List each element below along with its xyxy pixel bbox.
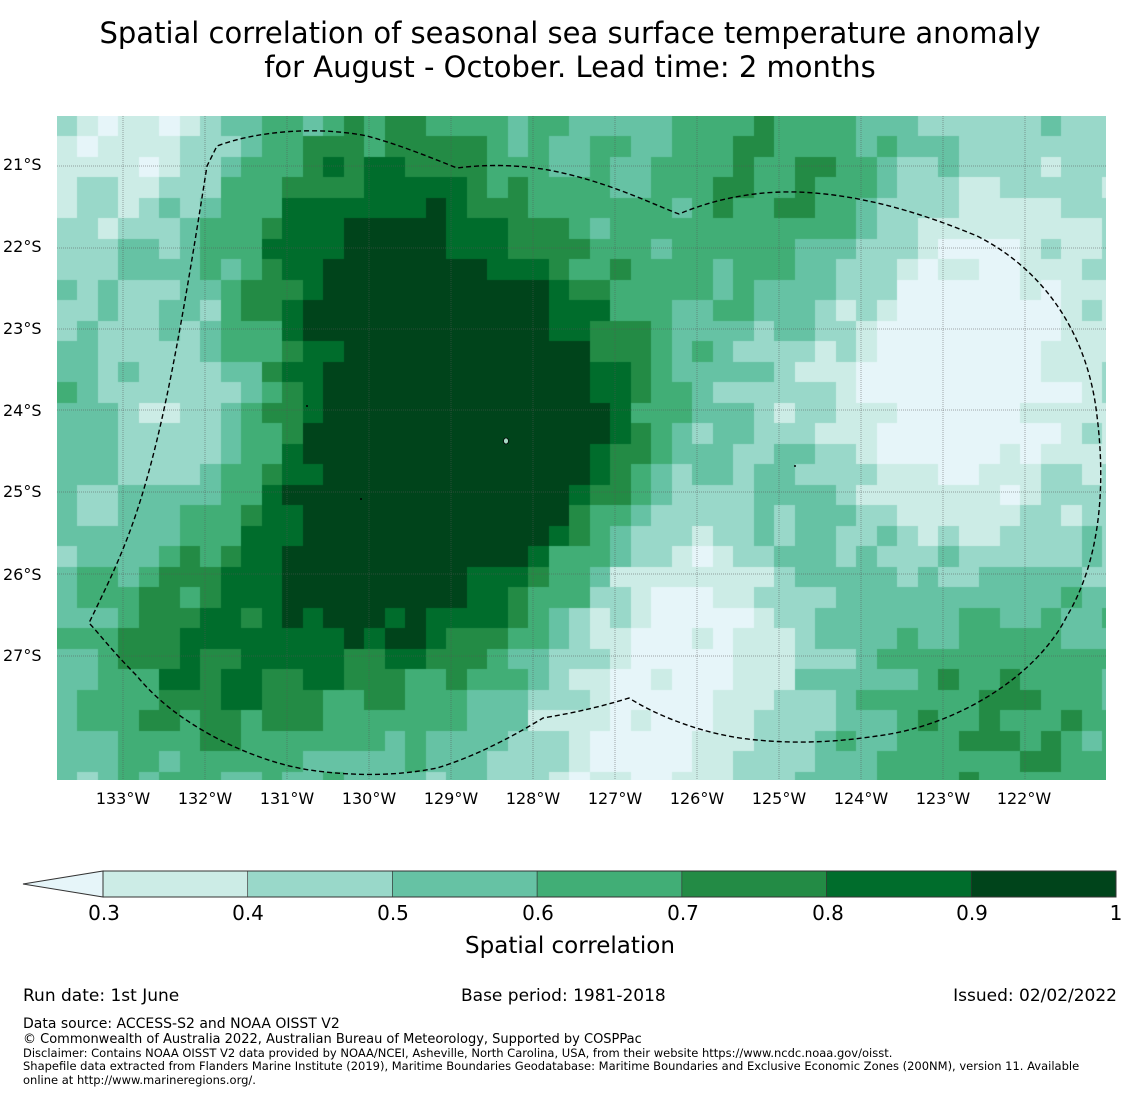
island-marker: [794, 465, 796, 467]
island-marker: [306, 405, 308, 407]
run-date: Run date: 1st June: [23, 986, 180, 1006]
colorbar-tick-label: 0.6: [522, 901, 554, 925]
colorbar-tick-label: 0.9: [956, 901, 988, 925]
colorbar-bins: [102, 870, 1117, 898]
longitude-label: 125°W: [751, 789, 807, 808]
disclaimer: Disclaimer: Contains NOAA OISST V2 data …: [23, 1046, 893, 1060]
latitude-label: 25°S: [3, 482, 42, 501]
longitude-label: 123°W: [915, 789, 971, 808]
colorbar-bin: [102, 870, 249, 898]
longitude-label: 122°W: [996, 789, 1052, 808]
island-marker: [360, 498, 362, 500]
colorbar-tick-label: 0.4: [232, 901, 264, 925]
copyright-notice: © Commonwealth of Australia 2022, Austra…: [23, 1032, 642, 1047]
latitude-label: 26°S: [3, 565, 42, 584]
map-title-line-1: Spatial correlation of seasonal sea surf…: [99, 16, 1041, 50]
issued-date: Issued: 02/02/2022: [953, 986, 1117, 1006]
latitude-label: 21°S: [3, 155, 42, 174]
colorbar-tick-label: 0.3: [88, 901, 120, 925]
longitude-label: 128°W: [505, 789, 561, 808]
colorbar-bin: [247, 870, 393, 898]
gridlines: [57, 116, 1106, 780]
colorbar-tick-label: 0.7: [667, 901, 699, 925]
island-markers: [306, 405, 796, 500]
colorbar: [22, 870, 1117, 898]
colorbar-tick-label: 1: [1109, 901, 1123, 925]
longitude-label: 131°W: [259, 789, 315, 808]
longitude-label: 127°W: [587, 789, 643, 808]
colorbar-bin: [681, 870, 827, 898]
island-marker: [503, 437, 509, 445]
map-title-line-2: for August - October. Lead time: 2 month…: [264, 50, 876, 84]
correlation-map: [57, 116, 1106, 780]
colorbar-bin: [392, 870, 538, 898]
latitude-label: 24°S: [3, 401, 42, 420]
longitude-label: 130°W: [341, 789, 397, 808]
shapefile-credit-line-2: online at http://www.marineregions.org/.: [23, 1073, 256, 1087]
colorbar-label: Spatial correlation: [465, 933, 675, 959]
shapefile-credit-line-1: Shapefile data extracted from Flanders M…: [23, 1059, 1080, 1073]
data-source: Data source: ACCESS-S2 and NOAA OISST V2: [23, 1016, 340, 1032]
longitude-label: 124°W: [833, 789, 889, 808]
longitude-label: 129°W: [423, 789, 479, 808]
latitude-label: 22°S: [3, 237, 42, 256]
colorbar-tick-label: 0.8: [812, 901, 844, 925]
base-period: Base period: 1981-2018: [461, 986, 666, 1006]
colorbar-bin: [970, 870, 1117, 898]
longitude-label: 133°W: [95, 789, 151, 808]
colorbar-tick-label: 0.5: [377, 901, 409, 925]
longitude-label: 126°W: [669, 789, 725, 808]
colorbar-bin: [536, 870, 683, 898]
eez-boundary-dashed: [88, 130, 1102, 776]
correlation-grid: [57, 116, 1106, 780]
latitude-label: 23°S: [3, 319, 42, 338]
colorbar-outline: [102, 870, 1117, 898]
colorbar-extend-triangle: [22, 870, 104, 898]
latitude-label: 27°S: [3, 646, 42, 665]
map-overlay: [57, 116, 1106, 780]
longitude-label: 132°W: [177, 789, 233, 808]
colorbar-bin: [826, 870, 972, 898]
